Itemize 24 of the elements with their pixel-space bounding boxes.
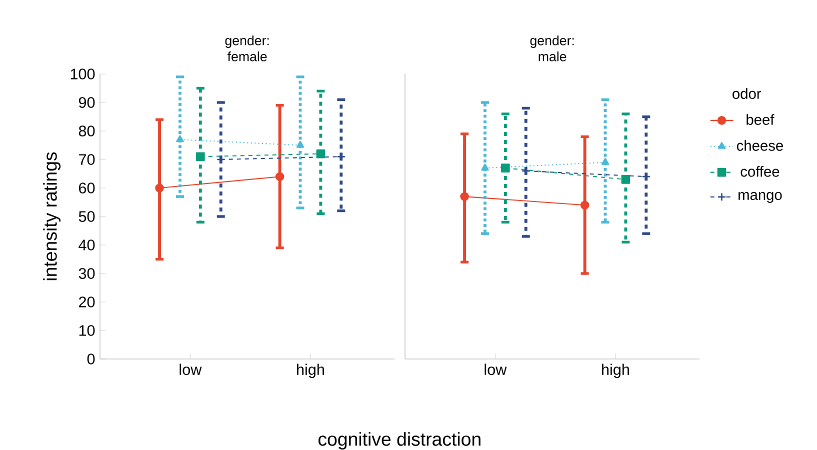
y-axis-title: intensity ratings: [43, 152, 61, 280]
y-tick-label: 90: [78, 97, 95, 108]
chart-title: gender: male: [530, 35, 574, 62]
y-tick-label: 100: [70, 68, 95, 80]
x-axis-title: cognitive distraction: [318, 432, 480, 450]
y-tick-label: 30: [78, 268, 95, 279]
legend-title: odor: [732, 88, 762, 99]
x-tick-label: low: [180, 364, 202, 375]
y-tick-label: 40: [78, 240, 95, 250]
y-tick-label: 10: [79, 325, 95, 336]
y-tick-label: 60: [79, 182, 95, 194]
x-tick-label: high: [602, 364, 629, 378]
y-tick-label: 70: [79, 154, 95, 165]
y-tick-label: 50: [78, 211, 95, 222]
legend-label: mango: [738, 192, 782, 203]
y-tick-label: 20: [79, 296, 95, 308]
legend-label: cheese: [736, 140, 783, 151]
legend-label: coffee: [740, 166, 780, 177]
y-tick-label: 0: [87, 354, 95, 364]
chart-title: gender: female: [225, 35, 269, 62]
y-tick-label: 80: [78, 126, 95, 136]
x-tick-label: low: [484, 364, 507, 375]
x-tick-label: high: [297, 364, 324, 378]
legend-label: beef: [746, 114, 774, 125]
